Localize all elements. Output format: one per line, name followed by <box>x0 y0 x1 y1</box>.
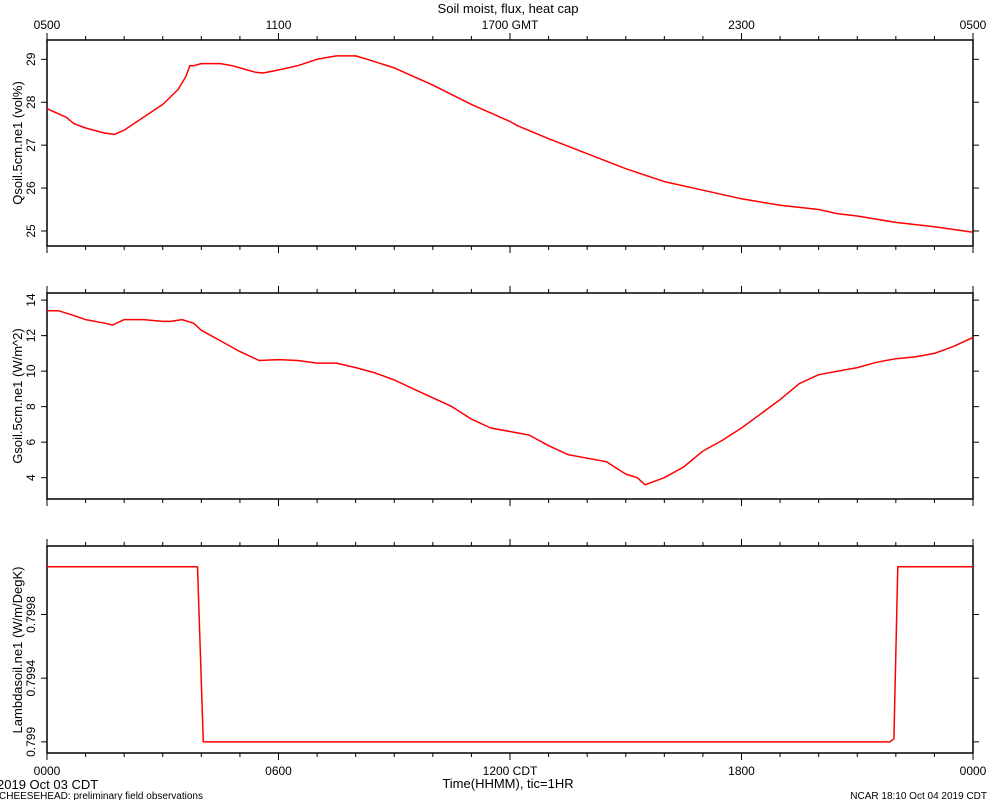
y-tick-label: 0.7998 <box>24 596 38 633</box>
panel-ylabel-moisture: Qsoil.5cm.ne1 (vol%) <box>10 81 25 205</box>
bottom-axis-ticks: 0000 0600 1200 CDT 1800 0000 <box>34 764 987 778</box>
footer-right: NCAR 18:10 Oct 04 2019 CDT <box>850 791 987 800</box>
x-axis-label: Time(HHMM), tic=1HR <box>442 776 573 791</box>
panel-frame <box>46 545 974 754</box>
bottom-tick-label: 0600 <box>265 764 292 778</box>
y-tick-label: 4 <box>24 474 38 481</box>
bottom-tick-label: 0000 <box>34 764 61 778</box>
y-tick-label: 26 <box>24 181 38 195</box>
date-label: 2019 Oct 03 CDT <box>0 777 98 792</box>
top-tick-label: 0500 <box>34 18 61 32</box>
series-line <box>47 565 973 743</box>
bottom-tick-label: 1800 <box>728 764 755 778</box>
footer-left: CHEESEHEAD: preliminary field observatio… <box>0 791 203 800</box>
y-tick-label: 14 <box>24 293 38 307</box>
soil-moisture-panel: Qsoil.5cm.ne1 (vol%) 25 26 27 28 29 <box>10 33 979 253</box>
top-tick-label: 1700 GMT <box>482 18 539 32</box>
series-line <box>47 310 974 486</box>
top-tick-label: 0500 <box>960 18 987 32</box>
top-axis-ticks: 0500 1100 1700 GMT 2300 0500 <box>34 18 987 32</box>
y-tick-label: 12 <box>24 329 38 343</box>
thermal-conductivity-panel: Lambdasoil.ne1 (W/m/DegK) 0.799 0.7994 0.7… <box>10 539 979 760</box>
y-tick-label: 25 <box>24 224 38 238</box>
series-line <box>46 55 974 234</box>
bottom-tick-label: 0000 <box>960 764 987 778</box>
panel-frame <box>46 292 974 500</box>
chart-title: Soil moist, flux, heat cap <box>438 1 579 16</box>
bottom-tick-label: 1200 CDT <box>483 764 538 778</box>
panel-ylabel-lambda: Lambdasoil.ne1 (W/m/DegK) <box>10 567 25 734</box>
y-tick-label: 28 <box>24 95 38 109</box>
y-tick-label: 0.799 <box>24 727 38 757</box>
y-tick-label: 6 <box>24 439 38 446</box>
y-tick-label: 29 <box>24 52 38 66</box>
y-tick-label: 27 <box>24 138 38 152</box>
y-tick-label: 0.7994 <box>24 659 38 696</box>
top-tick-label: 2300 <box>728 18 755 32</box>
y-tick-label: 8 <box>24 403 38 410</box>
top-tick-label: 1100 <box>266 18 292 32</box>
y-tick-label: 10 <box>24 364 38 378</box>
panel-ylabel-flux: Gsoil.5cm.ne1 (W/m^2) <box>10 328 25 463</box>
soil-heat-flux-panel: Gsoil.5cm.ne1 (W/m^2) 4 6 8 10 12 14 <box>10 286 979 506</box>
panel-frame <box>46 39 974 247</box>
